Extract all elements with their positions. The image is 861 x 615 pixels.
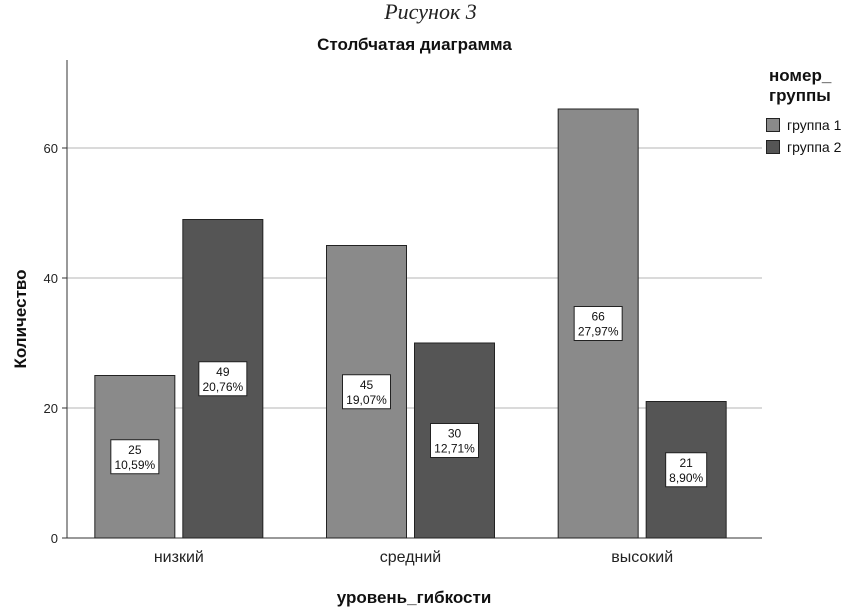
chart-title: Столбчатая диаграмма: [317, 35, 512, 54]
legend-title: номер_ группы: [769, 66, 832, 105]
legend-item: группа 2: [766, 139, 841, 155]
data-label-percent: 20,76%: [202, 380, 243, 394]
figure-caption: Рисунок 3: [384, 0, 477, 24]
data-label-count: 25: [128, 443, 142, 457]
y-tick-label: 0: [51, 531, 58, 546]
data-label-percent: 19,07%: [346, 393, 387, 407]
data-label-count: 49: [216, 365, 230, 379]
legend-label: группа 1: [787, 117, 842, 133]
y-tick-label: 20: [44, 401, 58, 416]
data-label-box: [665, 452, 708, 488]
data-label-count: 30: [448, 427, 462, 441]
data-label-percent: 8,90%: [669, 471, 703, 485]
y-axis-label: Количество: [11, 269, 30, 368]
legend-swatch: [766, 118, 780, 132]
data-label-box: [342, 374, 391, 410]
legend-item: группа 1: [766, 117, 841, 133]
data-label-count: 45: [360, 378, 374, 392]
x-axis-label: уровень_гибкости: [337, 588, 492, 607]
y-tick-label: 60: [44, 141, 58, 156]
legend-swatch: [766, 140, 780, 154]
data-label-percent: 12,71%: [434, 442, 475, 456]
data-label-box: [430, 423, 479, 458]
data-label-box: [110, 439, 160, 475]
x-tick-label: средний: [380, 549, 442, 566]
legend-label: группа 2: [787, 139, 842, 155]
data-label-box: [198, 361, 248, 397]
data-label-count: 66: [591, 310, 605, 324]
data-label-percent: 27,97%: [578, 325, 619, 339]
data-label-box: [573, 306, 623, 341]
y-tick-label: 40: [44, 271, 58, 286]
data-label-percent: 10,59%: [114, 458, 155, 472]
data-label-count: 21: [679, 456, 693, 470]
x-tick-label: низкий: [154, 549, 204, 566]
x-tick-label: высокий: [611, 549, 673, 566]
